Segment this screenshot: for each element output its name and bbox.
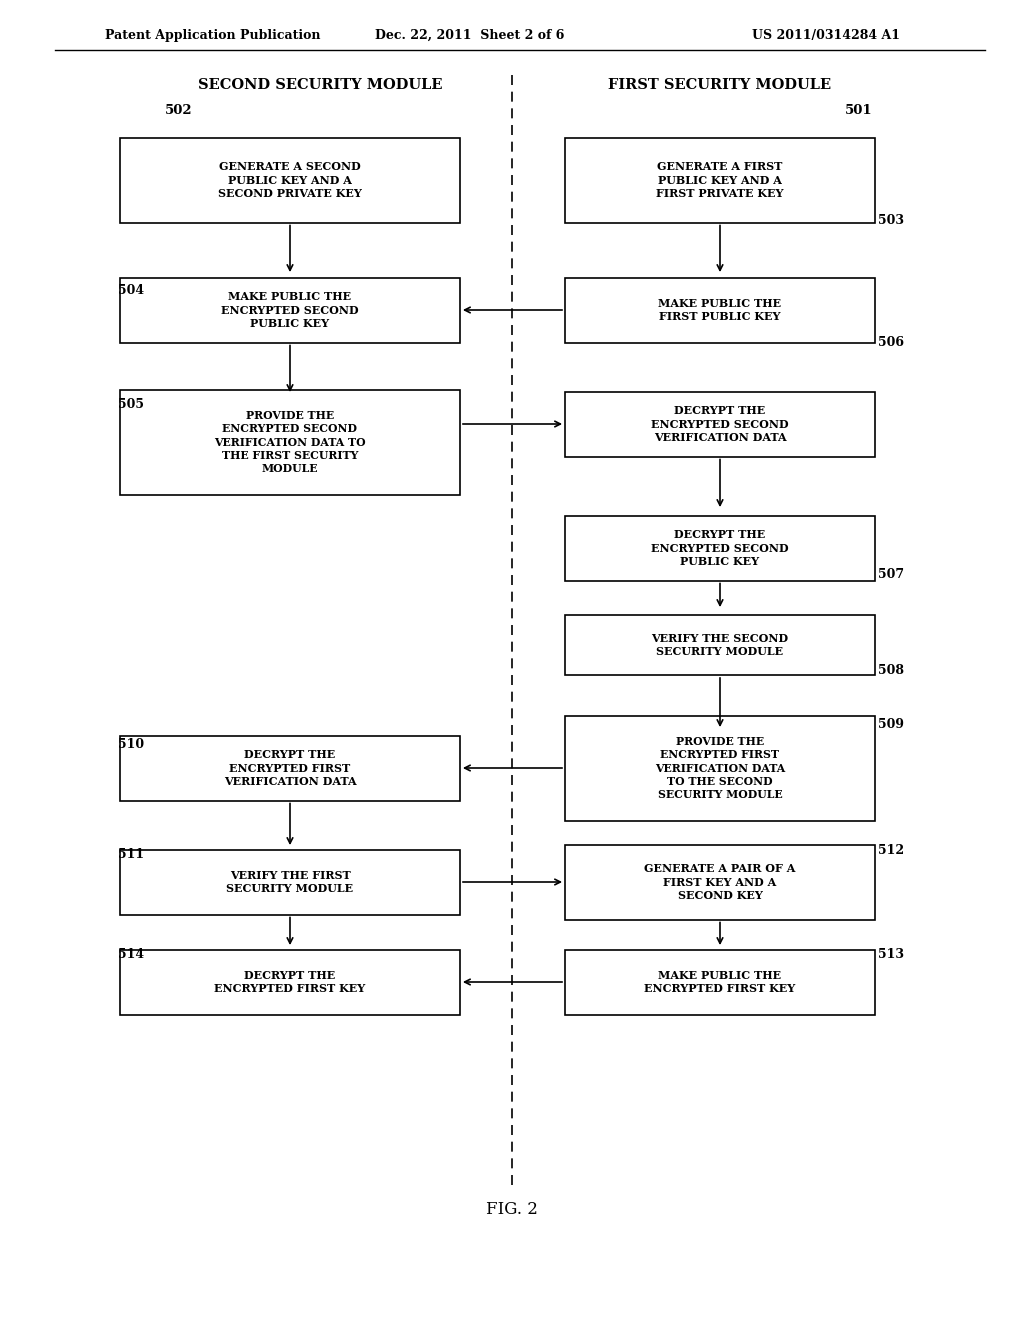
Text: 510: 510 — [118, 738, 144, 751]
FancyBboxPatch shape — [120, 949, 460, 1015]
FancyBboxPatch shape — [565, 615, 874, 675]
FancyBboxPatch shape — [120, 735, 460, 800]
Text: 503: 503 — [878, 214, 904, 227]
Text: DECRYPT THE
ENCRYPTED FIRST
VERIFICATION DATA: DECRYPT THE ENCRYPTED FIRST VERIFICATION… — [223, 750, 356, 787]
Text: FIG. 2: FIG. 2 — [486, 1201, 538, 1218]
Text: VERIFY THE FIRST
SECURITY MODULE: VERIFY THE FIRST SECURITY MODULE — [226, 870, 353, 894]
Text: 501: 501 — [845, 103, 872, 116]
Text: FIRST SECURITY MODULE: FIRST SECURITY MODULE — [608, 78, 831, 92]
Text: DECRYPT THE
ENCRYPTED SECOND
VERIFICATION DATA: DECRYPT THE ENCRYPTED SECOND VERIFICATIO… — [651, 405, 788, 442]
Text: 509: 509 — [878, 718, 904, 731]
FancyBboxPatch shape — [120, 277, 460, 342]
Text: GENERATE A SECOND
PUBLIC KEY AND A
SECOND PRIVATE KEY: GENERATE A SECOND PUBLIC KEY AND A SECON… — [218, 161, 361, 199]
Text: 512: 512 — [878, 843, 904, 857]
Text: 514: 514 — [118, 949, 144, 961]
Text: 513: 513 — [878, 949, 904, 961]
Text: PROVIDE THE
ENCRYPTED FIRST
VERIFICATION DATA
TO THE SECOND
SECURITY MODULE: PROVIDE THE ENCRYPTED FIRST VERIFICATION… — [655, 737, 785, 800]
Text: 504: 504 — [118, 284, 144, 297]
FancyBboxPatch shape — [120, 389, 460, 495]
Text: US 2011/0314284 A1: US 2011/0314284 A1 — [752, 29, 900, 41]
FancyBboxPatch shape — [565, 137, 874, 223]
Text: 508: 508 — [878, 664, 904, 676]
FancyBboxPatch shape — [565, 277, 874, 342]
FancyBboxPatch shape — [565, 392, 874, 457]
Text: 507: 507 — [878, 569, 904, 582]
FancyBboxPatch shape — [120, 850, 460, 915]
FancyBboxPatch shape — [120, 137, 460, 223]
FancyBboxPatch shape — [565, 949, 874, 1015]
FancyBboxPatch shape — [565, 845, 874, 920]
Text: 511: 511 — [118, 849, 144, 862]
Text: MAKE PUBLIC THE
ENCRYPTED SECOND
PUBLIC KEY: MAKE PUBLIC THE ENCRYPTED SECOND PUBLIC … — [221, 292, 358, 329]
Text: MAKE PUBLIC THE
ENCRYPTED FIRST KEY: MAKE PUBLIC THE ENCRYPTED FIRST KEY — [644, 970, 796, 994]
FancyBboxPatch shape — [565, 715, 874, 821]
Text: 506: 506 — [878, 335, 904, 348]
Text: Patent Application Publication: Patent Application Publication — [105, 29, 321, 41]
Text: DECRYPT THE
ENCRYPTED FIRST KEY: DECRYPT THE ENCRYPTED FIRST KEY — [214, 970, 366, 994]
Text: 505: 505 — [118, 399, 144, 412]
Text: Dec. 22, 2011  Sheet 2 of 6: Dec. 22, 2011 Sheet 2 of 6 — [376, 29, 564, 41]
Text: VERIFY THE SECOND
SECURITY MODULE: VERIFY THE SECOND SECURITY MODULE — [651, 632, 788, 657]
Text: PROVIDE THE
ENCRYPTED SECOND
VERIFICATION DATA TO
THE FIRST SECURITY
MODULE: PROVIDE THE ENCRYPTED SECOND VERIFICATIO… — [214, 411, 366, 474]
Text: GENERATE A PAIR OF A
FIRST KEY AND A
SECOND KEY: GENERATE A PAIR OF A FIRST KEY AND A SEC… — [644, 863, 796, 900]
FancyBboxPatch shape — [565, 516, 874, 581]
Text: SECOND SECURITY MODULE: SECOND SECURITY MODULE — [198, 78, 442, 92]
Text: GENERATE A FIRST
PUBLIC KEY AND A
FIRST PRIVATE KEY: GENERATE A FIRST PUBLIC KEY AND A FIRST … — [656, 161, 783, 199]
Text: MAKE PUBLIC THE
FIRST PUBLIC KEY: MAKE PUBLIC THE FIRST PUBLIC KEY — [658, 298, 781, 322]
Text: 502: 502 — [165, 103, 193, 116]
Text: DECRYPT THE
ENCRYPTED SECOND
PUBLIC KEY: DECRYPT THE ENCRYPTED SECOND PUBLIC KEY — [651, 529, 788, 566]
